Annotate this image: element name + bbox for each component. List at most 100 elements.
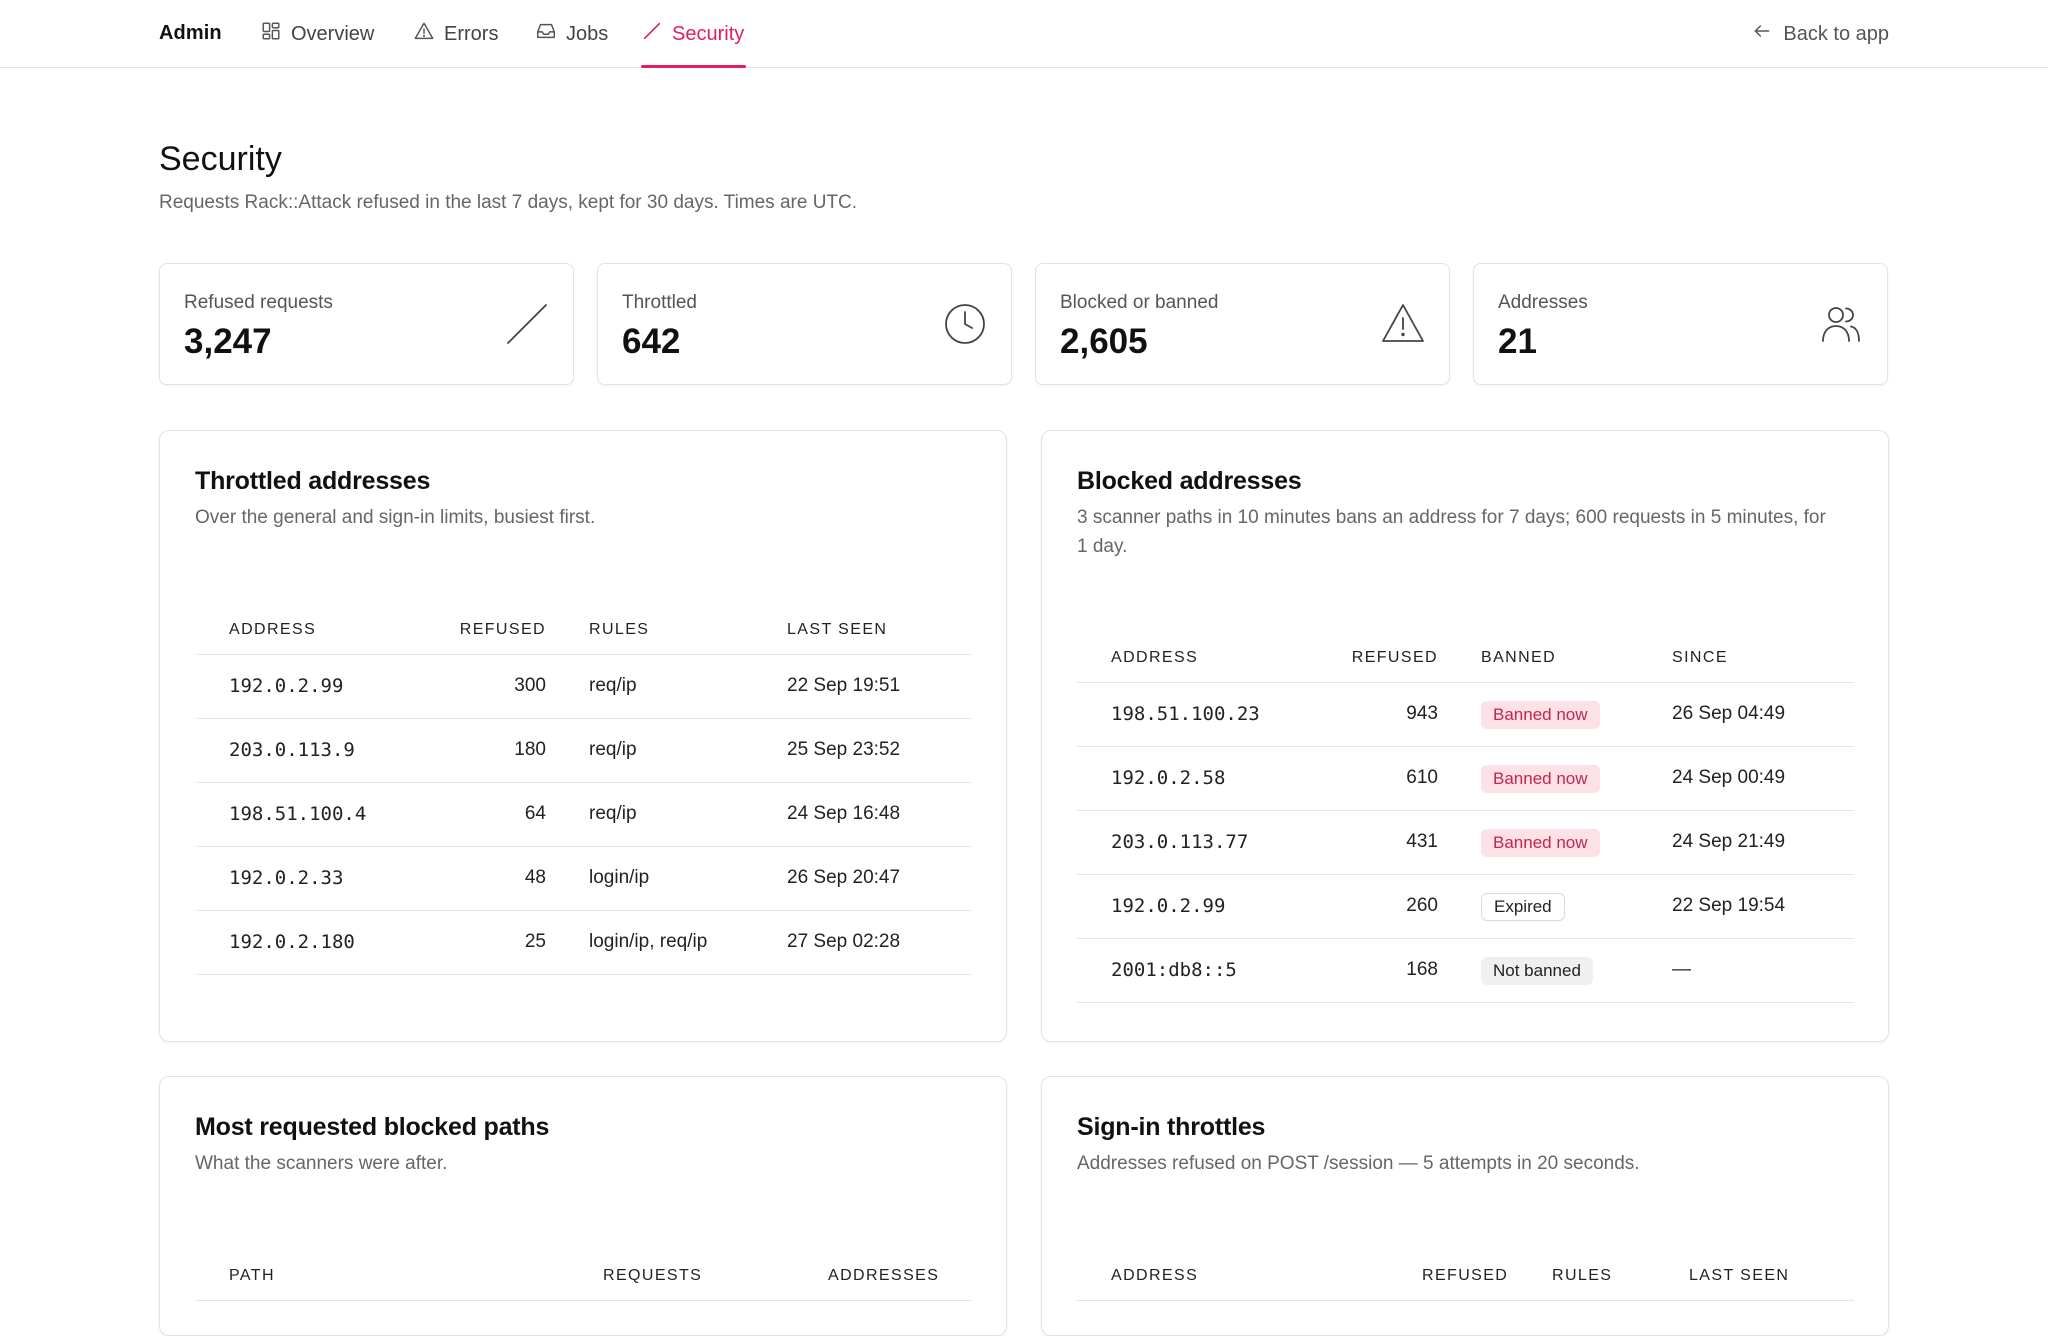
address-cell: 192.0.2.99 (1111, 895, 1226, 917)
since-cell: — (1672, 959, 1691, 980)
table-row: 203.0.113.9 180 req/ip 25 Sep 23:52 (195, 719, 972, 783)
table-row: 198.51.100.23 943 Banned now 26 Sep 04:4… (1077, 683, 1854, 747)
column-header: Path (229, 1267, 275, 1284)
column-header: Last seen (1689, 1267, 1790, 1284)
last-seen-cell: 24 Sep 16:48 (787, 803, 901, 824)
table-row: 192.0.2.99 260 Expired 22 Sep 19:54 (1077, 875, 1854, 939)
address-cell: 198.51.100.4 (229, 803, 367, 825)
signin-throttles-panel: Sign-in throttles Addresses refused on P… (1041, 1076, 1889, 1336)
refused-cell: 260 (1406, 895, 1438, 916)
stat-label: Addresses (1498, 292, 1588, 313)
table-row: 192.0.2.58 610 Banned now 24 Sep 00:49 (1077, 747, 1854, 811)
since-cell: 24 Sep 00:49 (1672, 767, 1786, 788)
since-cell: 22 Sep 19:54 (1672, 895, 1786, 916)
blocked-addresses-panel: Blocked addresses 3 scanner paths in 10 … (1041, 430, 1889, 1042)
grid-icon (260, 20, 282, 48)
last-seen-cell: 22 Sep 19:51 (787, 675, 901, 696)
rules-cell: login/ip, req/ip (589, 931, 708, 952)
column-header: Addresses (828, 1267, 940, 1284)
refused-cell: 610 (1406, 767, 1438, 788)
refused-cell: 64 (524, 803, 546, 824)
back-to-app-link[interactable]: Back to app (1752, 0, 1889, 68)
blocked-paths-table: Path Requests Addresses (195, 1251, 972, 1301)
column-header: Refused (459, 621, 546, 638)
column-header: Refused (1351, 649, 1438, 666)
address-cell: 2001:db8::5 (1111, 959, 1237, 981)
panel-title: Most requested blocked paths (195, 1113, 550, 1141)
stat-card-throttled: Throttled 642 (597, 263, 1012, 385)
status-badge: Banned now (1481, 765, 1600, 793)
top-nav: Admin Overview Errors Jobs Security Back… (0, 0, 2048, 68)
address-cell: 192.0.2.180 (229, 931, 355, 953)
panel-subtitle: 3 scanner paths in 10 minutes bans an ad… (1077, 507, 1826, 557)
tab-overview[interactable]: Overview (260, 0, 374, 68)
panel-subtitle: Over the general and sign-in limits, bus… (195, 507, 596, 528)
slash-icon (641, 20, 663, 48)
last-seen-cell: 26 Sep 20:47 (787, 867, 901, 888)
stat-card-refused: Refused requests 3,247 (159, 263, 574, 385)
stat-value: 642 (622, 322, 681, 361)
tab-jobs[interactable]: Jobs (535, 0, 608, 68)
refused-cell: 25 (524, 931, 546, 952)
status-badge: Banned now (1481, 829, 1600, 857)
throttled-addresses-panel: Throttled addresses Over the general and… (159, 430, 1007, 1042)
arrow-left-icon (1752, 21, 1772, 47)
brand-title: Admin (159, 22, 222, 44)
stat-label: Throttled (622, 292, 697, 313)
table-row: 198.51.100.4 64 req/ip 24 Sep 16:48 (195, 783, 972, 847)
inbox-icon (535, 20, 557, 48)
page-subtitle: Requests Rack::Attack refused in the las… (159, 192, 858, 213)
page-title: Security (159, 140, 282, 178)
column-header: Banned (1481, 649, 1557, 666)
rules-cell: req/ip (589, 739, 637, 760)
panel-title: Throttled addresses (195, 467, 431, 495)
address-cell: 192.0.2.99 (229, 675, 344, 697)
warning-icon (1379, 300, 1427, 348)
address-cell: 192.0.2.58 (1111, 767, 1226, 789)
column-header: Address (229, 621, 317, 638)
rules-cell: req/ip (589, 675, 637, 696)
stat-value: 2,605 (1060, 322, 1148, 361)
table-header: Address Refused Rules Last seen (1077, 1251, 1854, 1301)
column-header: Rules (589, 621, 650, 638)
address-cell: 203.0.113.77 (1111, 831, 1249, 853)
tab-security[interactable]: Security (641, 0, 747, 68)
stat-value: 3,247 (184, 322, 272, 361)
table-row: 203.0.113.77 431 Banned now 24 Sep 21:49 (1077, 811, 1854, 875)
table-header: Address Refused Banned Since (1077, 633, 1854, 683)
signin-throttles-table: Address Refused Rules Last seen (1077, 1251, 1854, 1301)
panel-title: Sign-in throttles (1077, 1113, 1266, 1141)
rules-cell: req/ip (589, 803, 637, 824)
rules-cell: login/ip (589, 867, 650, 888)
since-cell: 26 Sep 04:49 (1672, 703, 1786, 724)
stat-card-addresses: Addresses 21 (1473, 263, 1888, 385)
table-header: Path Requests Addresses (195, 1251, 972, 1301)
last-seen-cell: 27 Sep 02:28 (787, 931, 901, 952)
status-badge: Not banned (1481, 957, 1593, 985)
tab-label: Jobs (566, 22, 609, 45)
refused-cell: 180 (514, 739, 546, 760)
stat-label: Refused requests (184, 292, 333, 313)
table-row: 192.0.2.33 48 login/ip 26 Sep 20:47 (195, 847, 972, 911)
refused-cell: 300 (514, 675, 546, 696)
stat-label: Blocked or banned (1060, 292, 1219, 313)
users-icon (1817, 300, 1865, 348)
tab-errors[interactable]: Errors (413, 0, 498, 68)
refused-cell: 943 (1406, 703, 1438, 724)
blocked-table: Address Refused Banned Since 198.51.100.… (1077, 633, 1854, 1003)
refused-cell: 431 (1406, 831, 1438, 852)
since-cell: 24 Sep 21:49 (1672, 831, 1786, 852)
address-cell: 198.51.100.23 (1111, 703, 1260, 725)
column-header: Rules (1552, 1267, 1613, 1284)
clock-icon (941, 300, 989, 348)
panel-title: Blocked addresses (1077, 467, 1302, 495)
column-header: Since (1672, 649, 1728, 666)
tab-label: Overview (291, 22, 375, 45)
blocked-paths-panel: Most requested blocked paths What the sc… (159, 1076, 1007, 1336)
panel-subtitle: What the scanners were after. (195, 1153, 448, 1174)
table-header: Address Refused Rules Last seen (195, 605, 972, 655)
stat-card-blocked: Blocked or banned 2,605 (1035, 263, 1450, 385)
column-header: Address (1111, 649, 1199, 666)
table-row: 2001:db8::5 168 Not banned — (1077, 939, 1854, 1003)
column-header: Refused (1422, 1267, 1509, 1284)
